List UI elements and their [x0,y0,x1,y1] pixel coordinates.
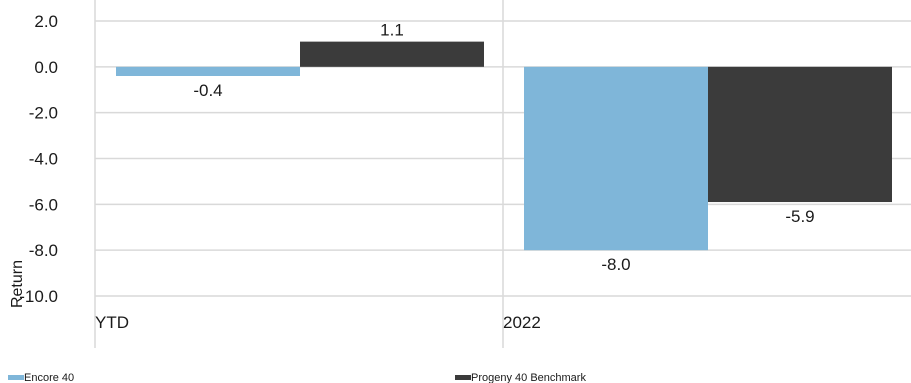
x-axis-ticks: YTD 2022 [95,313,541,332]
data-label: -8.0 [601,255,630,274]
legend-item: Progeny 40 Benchmark [455,372,586,383]
bar-progeny-40-benchmark-ytd [300,41,484,67]
y-tick-label: 2.0 [34,12,58,31]
y-axis-ticks: 2.0 0.0 -2.0 -4.0 -6.0 -8.0 -10.0 [19,12,58,306]
bar-encore-40-2022 [524,66,708,251]
bars [116,41,892,251]
legend-item: Encore 40 [8,372,74,383]
legend-label: Encore 40 [24,372,74,383]
bar-progeny-40-benchmark-2022 [708,66,892,203]
y-axis-label: Return [9,260,26,308]
legend-label: Progeny 40 Benchmark [471,372,586,383]
data-label: 1.1 [380,21,404,40]
legend-swatch [8,375,24,380]
x-tick-label: 2022 [503,313,541,332]
y-tick-label: -8.0 [29,241,58,260]
data-label: -5.9 [785,207,814,226]
y-tick-label: 0.0 [34,58,58,77]
y-tick-label: -2.0 [29,104,58,123]
y-tick-label: -6.0 [29,195,58,214]
y-tick-label: -10.0 [19,287,58,306]
x-tick-label: YTD [95,313,129,332]
legend-swatch [455,375,471,380]
bar-encore-40-ytd [116,66,300,76]
legend: Encore 40 Progeny 40 Benchmark [8,372,586,383]
data-label: -0.4 [193,81,222,100]
y-tick-label: -4.0 [29,150,58,169]
data-labels: -0.4 -8.0 1.1 -5.9 [193,21,814,275]
